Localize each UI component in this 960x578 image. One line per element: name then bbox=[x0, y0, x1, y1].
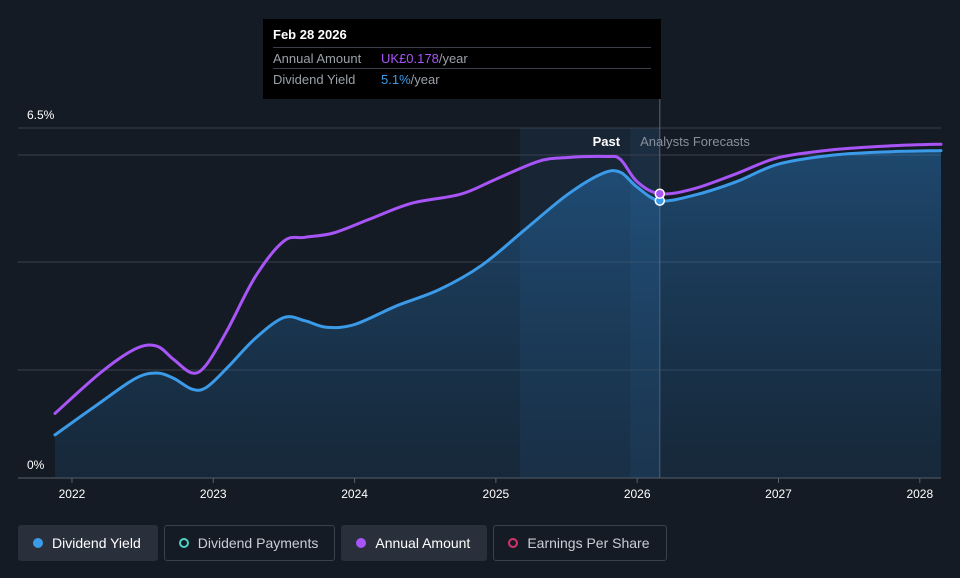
legend-ring-icon bbox=[508, 538, 519, 548]
legend-item-dividend-yield[interactable]: Dividend Yield bbox=[18, 525, 158, 561]
x-tick-label: 2026 bbox=[624, 487, 651, 501]
x-tick-label: 2023 bbox=[200, 487, 227, 501]
legend-item-earnings-per-share[interactable]: Earnings Per Share bbox=[493, 525, 667, 561]
tooltip-value: 5.1% bbox=[381, 71, 411, 87]
legend-item-annual-amount[interactable]: Annual Amount bbox=[341, 525, 488, 561]
legend-label: Dividend Payments bbox=[197, 535, 319, 551]
y-tick-label-bottom: 0% bbox=[27, 458, 45, 472]
legend-label: Dividend Yield bbox=[52, 535, 141, 551]
tooltip-date: Feb 28 2026 bbox=[273, 27, 347, 42]
legend-label: Earnings Per Share bbox=[527, 535, 650, 551]
tooltip-suffix: /year bbox=[410, 71, 440, 87]
annual-amount-line bbox=[53, 142, 943, 415]
past-label: Past bbox=[593, 134, 621, 149]
legend-ring-icon bbox=[178, 538, 189, 548]
tooltip-row-annual-amount: Annual Amount UK£0.178 /year bbox=[273, 47, 651, 68]
y-tick-label-top: 6.5% bbox=[27, 108, 55, 122]
legend-label: Annual Amount bbox=[375, 535, 471, 551]
tooltip-label: Dividend Yield bbox=[273, 71, 356, 87]
forecast-label: Analysts Forecasts bbox=[640, 134, 750, 149]
chart-tooltip: Feb 28 2026 Annual Amount UK£0.178 /year… bbox=[263, 19, 661, 99]
x-tick-label: 2024 bbox=[341, 487, 368, 501]
x-tick-label: 2028 bbox=[906, 487, 933, 501]
legend-item-dividend-payments[interactable]: Dividend Payments bbox=[163, 525, 336, 561]
tooltip-label: Annual Amount bbox=[273, 50, 362, 66]
dividend-yield-area bbox=[55, 150, 941, 478]
tooltip-suffix: /year bbox=[438, 50, 468, 66]
tooltip-value: UK£0.178 bbox=[381, 50, 439, 66]
legend-dot-icon bbox=[356, 538, 367, 548]
legend-dot-icon bbox=[33, 538, 43, 548]
x-tick-label: 2022 bbox=[59, 487, 86, 501]
x-tick-label: 2027 bbox=[765, 487, 792, 501]
chart-legend: Dividend Yield Dividend Payments Annual … bbox=[18, 525, 667, 561]
tooltip-row-dividend-yield: Dividend Yield 5.1% /year bbox=[273, 68, 651, 89]
x-tick-label: 2025 bbox=[483, 487, 510, 501]
annual-amount-marker bbox=[654, 188, 666, 199]
dividend-yield-line bbox=[53, 149, 943, 437]
